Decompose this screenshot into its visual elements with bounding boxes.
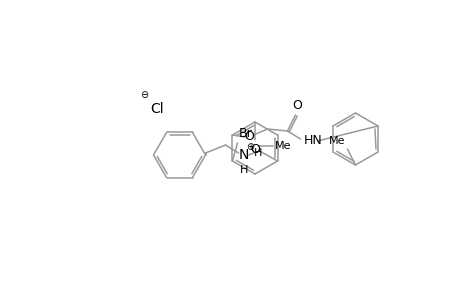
Text: Cl: Cl xyxy=(150,102,163,116)
Text: O: O xyxy=(244,130,254,143)
Text: H: H xyxy=(240,165,248,175)
Text: HN: HN xyxy=(303,134,322,148)
Text: Br: Br xyxy=(238,127,252,140)
Text: Me: Me xyxy=(274,141,291,151)
Text: N: N xyxy=(238,148,248,162)
Text: H: H xyxy=(253,148,261,158)
Text: ⊖: ⊖ xyxy=(140,90,148,100)
Text: O: O xyxy=(250,143,259,156)
Text: O: O xyxy=(292,99,302,112)
Text: Me: Me xyxy=(328,136,345,146)
Text: ⊕: ⊕ xyxy=(246,142,254,152)
